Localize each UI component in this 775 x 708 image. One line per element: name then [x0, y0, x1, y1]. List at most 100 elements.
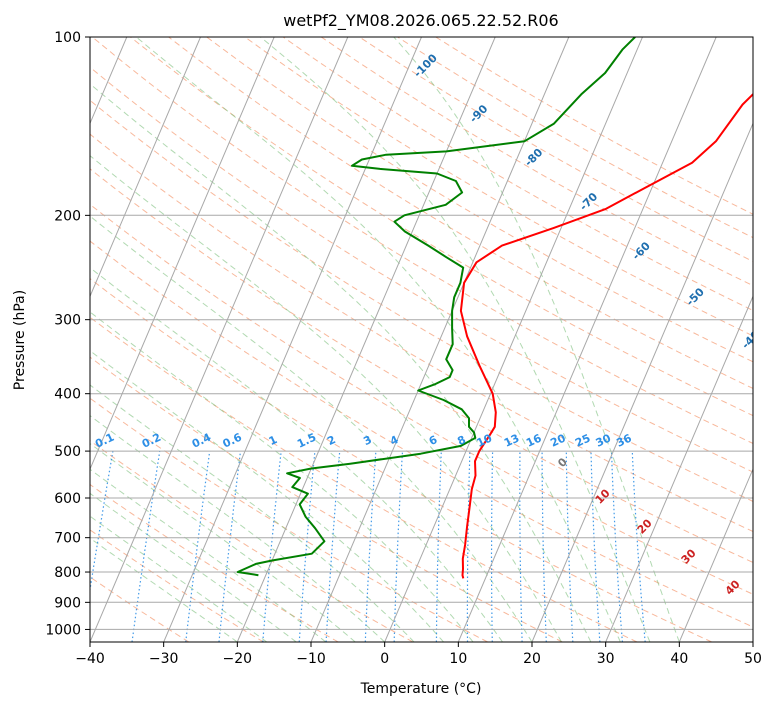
mixing-ratio-label: 0.1 — [93, 431, 116, 451]
mixing-ratio-line — [631, 451, 646, 642]
moist-adiabat-line — [90, 468, 327, 642]
dry-adiabat-line — [90, 203, 753, 595]
dry-adiabat-label: -70 — [577, 190, 600, 213]
dry-adiabat-label: -50 — [684, 285, 707, 308]
mixing-ratio-line — [590, 451, 601, 642]
dry-adiabat-line — [90, 483, 339, 642]
moist-adiabat-label: 30 — [679, 546, 699, 566]
y-tick-label: 100 — [54, 30, 81, 46]
x-tick-label: −30 — [149, 651, 179, 667]
y-tick-label: 400 — [54, 387, 81, 403]
moist-adiabat-label: 10 — [593, 486, 613, 506]
isotherm-line — [457, 37, 717, 642]
x-tick-label: −40 — [75, 651, 105, 667]
mixing-ratio-label: 6 — [427, 433, 440, 448]
mixing-ratio-line — [490, 451, 494, 642]
mixing-ratio-label: 36 — [614, 431, 634, 449]
y-tick-label: 600 — [54, 491, 81, 507]
x-tick-label: 20 — [523, 651, 541, 667]
isotherm-line — [236, 37, 496, 642]
mixing-ratio-label: 30 — [594, 431, 614, 449]
mixing-ratio-line — [185, 451, 211, 642]
y-tick-label: 800 — [54, 565, 81, 581]
dry-adiabat-line — [91, 37, 753, 445]
dry-adiabat-line — [130, 37, 753, 417]
isotherm-line — [90, 37, 275, 471]
x-tick-label: 0 — [380, 651, 389, 667]
mixing-ratio-label: 13 — [502, 432, 521, 450]
x-tick-label: −20 — [223, 651, 253, 667]
mixing-ratio-line — [298, 451, 316, 642]
y-tick-label: 200 — [54, 208, 81, 224]
isotherm-line — [384, 37, 643, 642]
dry-adiabat-line — [435, 37, 753, 215]
dry-adiabat-line — [244, 37, 753, 337]
dry-adiabat-label: -40 — [739, 328, 762, 351]
isotherm-line — [752, 640, 753, 642]
mixing-ratio-label: 0.6 — [221, 430, 244, 450]
moist-adiabat-line — [135, 37, 621, 642]
moist-adiabat-line — [393, 37, 680, 642]
dry-adiabat-label: -90 — [467, 102, 490, 125]
moist-adiabat-line — [90, 515, 268, 642]
plot-frame — [89, 36, 754, 643]
moist-adiabat-line — [90, 267, 503, 642]
isotherm-line — [90, 37, 349, 642]
y-tick-label: 900 — [54, 595, 81, 611]
mixing-ratio-label: 25 — [573, 432, 592, 450]
dry-adiabat-line — [90, 240, 753, 628]
x-tick-label: −10 — [296, 651, 326, 667]
dewpoint-series-line — [236, 37, 636, 577]
dry-adiabat-line — [90, 576, 190, 642]
moist-adiabat-label: 40 — [723, 577, 743, 597]
x-tick-label: 10 — [449, 651, 467, 667]
dry-adiabat-line — [90, 99, 753, 502]
isotherm-line — [90, 37, 201, 298]
mixing-ratio-line — [565, 451, 574, 642]
moist-adiabat-line — [90, 311, 474, 642]
isotherm-line — [310, 37, 570, 642]
dry-adiabat-line — [90, 356, 563, 642]
dry-adiabat-line — [90, 133, 753, 533]
isotherm-line — [163, 37, 422, 642]
mixing-ratio-label: 0.4 — [190, 430, 213, 450]
dry-adiabat-line — [90, 397, 488, 642]
mixing-ratio-line — [519, 451, 523, 642]
dry-adiabat-line — [282, 37, 753, 312]
y-tick-label: 500 — [54, 444, 81, 460]
mixing-ratio-line — [218, 451, 242, 642]
moist-adiabat-line — [90, 442, 356, 642]
x-tick-label: 30 — [597, 651, 615, 667]
moist-adiabat-line — [90, 155, 562, 642]
mixing-ratio-line — [466, 451, 471, 642]
dry-adiabat-line — [90, 316, 638, 642]
dry-adiabat-line — [168, 37, 753, 389]
mixing-ratio-line — [364, 451, 377, 642]
moist-adiabat-line — [90, 350, 444, 642]
moist-adiabat-line — [90, 384, 415, 642]
mixing-ratio-label: 2 — [325, 433, 337, 448]
moist-adiabat-line — [90, 215, 533, 642]
mixing-ratio-label: 10 — [475, 431, 495, 449]
mixing-ratio-label: 3 — [361, 433, 373, 448]
dry-adiabat-line — [90, 278, 712, 642]
x-axis-label: Temperature (°C) — [360, 681, 482, 697]
dry-adiabat-line — [90, 440, 414, 642]
y-tick-label: 700 — [54, 531, 81, 547]
chart-title: wetPf2_YM08.2026.065.22.52.R06 — [283, 11, 558, 31]
moist-adiabat-label: 0 — [555, 455, 570, 470]
moist-adiabat-line — [260, 37, 651, 642]
isotherm-line — [531, 122, 753, 642]
moist-adiabat-line — [90, 537, 238, 642]
y-tick-label: 1000 — [45, 622, 81, 638]
isotherm-line — [678, 467, 753, 642]
mixing-ratio-line — [262, 451, 282, 642]
dry-adiabat-line — [359, 37, 753, 263]
dry-adiabat-label: -100 — [411, 51, 440, 80]
temperature-series-line — [459, 92, 753, 579]
mixing-ratio-label: 1.5 — [295, 431, 318, 451]
x-tick-label: 40 — [670, 651, 688, 667]
mixing-ratio-label: 16 — [524, 431, 544, 449]
mixing-ratio-line — [435, 451, 442, 642]
